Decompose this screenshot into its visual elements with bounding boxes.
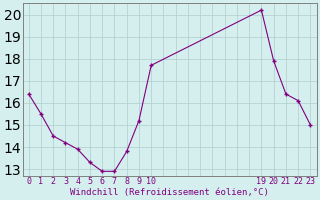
X-axis label: Windchill (Refroidissement éolien,°C): Windchill (Refroidissement éolien,°C) <box>70 188 269 197</box>
